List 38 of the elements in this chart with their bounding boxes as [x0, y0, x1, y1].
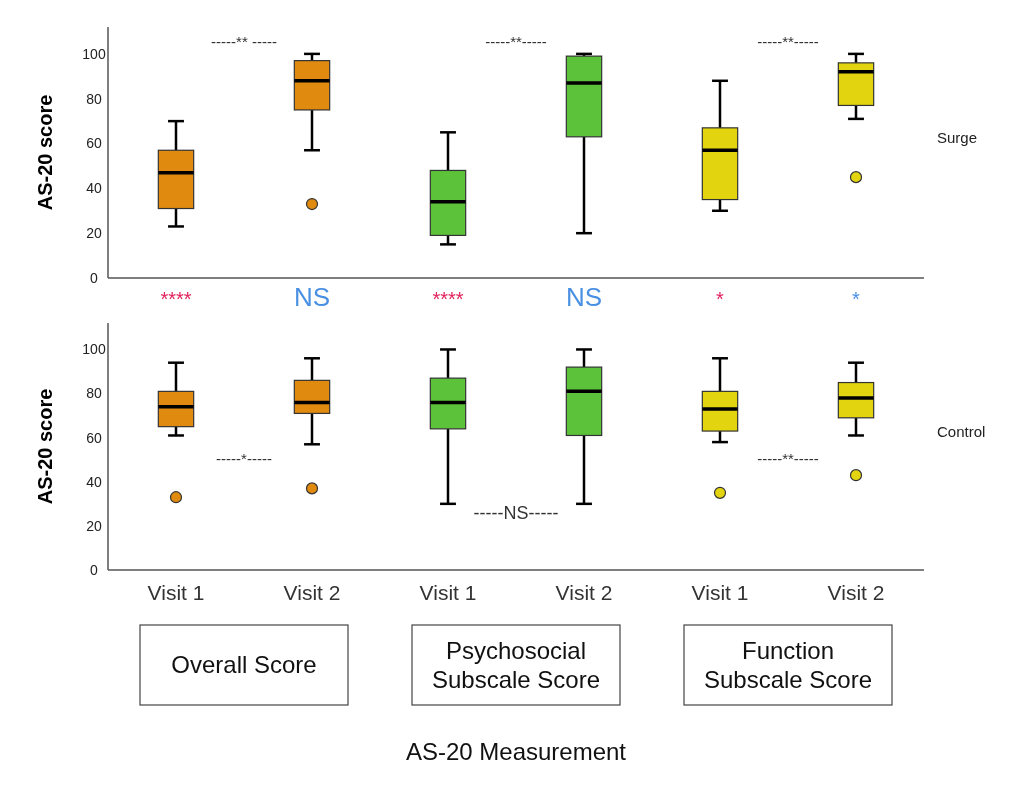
y-tick-label: 80 — [86, 385, 102, 402]
y-tick-label: 80 — [86, 90, 102, 107]
text: **** — [160, 288, 192, 310]
y-axis-title: AS-20 score — [34, 94, 56, 211]
y-tick-label: 20 — [86, 225, 102, 242]
x-tick-label: Visit 1 — [419, 581, 477, 604]
text: **** — [432, 288, 464, 310]
text: Function Subscale Score — [703, 636, 873, 693]
x-tick-label: Visit 2 — [827, 581, 885, 604]
annotation: -----** ----- — [211, 33, 277, 51]
annotation: -----**----- — [485, 33, 547, 51]
annotation: -----**----- — [757, 33, 819, 51]
text: Psychosocial Subscale Score — [431, 636, 601, 693]
y-tick-label: 60 — [86, 429, 102, 446]
annotation: -----*----- — [216, 450, 272, 468]
y-axis-title: AS-20 score — [34, 388, 56, 505]
y-tick-label: 0 — [90, 269, 99, 286]
x-tick-label: Visit 2 — [283, 581, 341, 604]
y-tick-label: 0 — [90, 561, 99, 578]
y-tick-label: 60 — [86, 135, 102, 152]
x-axis-title: AS-20 Measurement — [405, 738, 627, 765]
x-tick-label: Visit 1 — [691, 581, 749, 604]
text: Overall Score — [171, 651, 317, 679]
y-tick-label: 40 — [86, 473, 102, 490]
y-tick-label: 20 — [86, 517, 102, 534]
x-tick-label: Visit 2 — [555, 581, 613, 604]
y-tick-label: 100 — [82, 45, 106, 62]
y-tick-label: 100 — [82, 341, 106, 358]
annotation: -----NS----- — [473, 503, 559, 524]
text: Surge — [937, 128, 978, 146]
text: NS — [293, 282, 331, 312]
y-tick-label: 40 — [86, 180, 102, 197]
text: * — [852, 288, 861, 310]
text: NS — [565, 282, 603, 312]
annotation: -----**----- — [757, 450, 819, 468]
text: * — [716, 288, 725, 310]
text: Control — [937, 422, 986, 440]
x-tick-label: Visit 1 — [147, 581, 205, 604]
